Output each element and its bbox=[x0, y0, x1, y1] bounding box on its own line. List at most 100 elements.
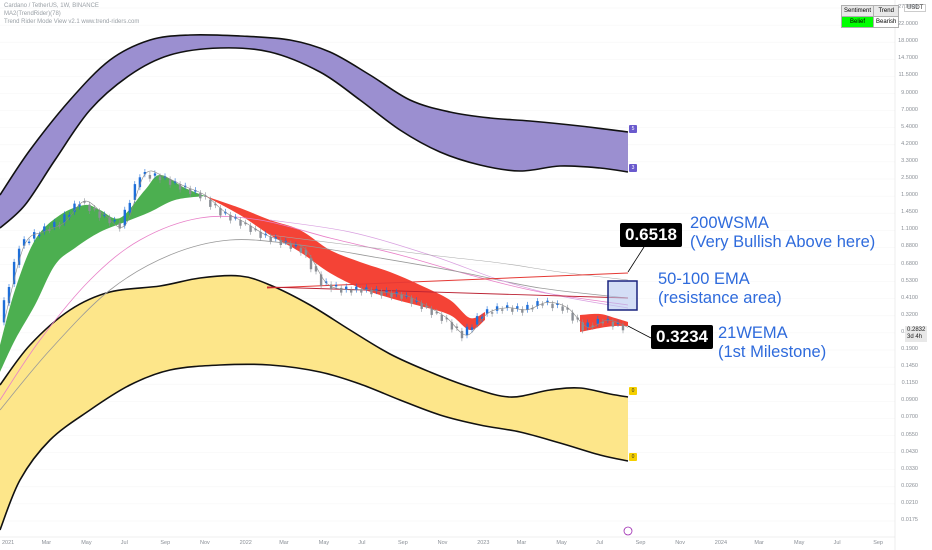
time-tick: Sep bbox=[160, 540, 171, 546]
price-tick: 0.0430 bbox=[901, 448, 918, 455]
price-tick: 0.1150 bbox=[901, 380, 918, 387]
wema21-note-sub: (1st Milestone) bbox=[718, 343, 827, 361]
time-tick: Sep bbox=[635, 540, 646, 546]
price-tick: 2.5000 bbox=[901, 175, 918, 181]
price-tick: 0.5300 bbox=[901, 277, 918, 284]
bear-cloud bbox=[205, 196, 485, 331]
lower-band-fill bbox=[0, 275, 628, 530]
time-tick: 2021 bbox=[2, 540, 15, 546]
upper-band-bottom-line bbox=[0, 47, 629, 229]
price-tick: 0.8800 bbox=[901, 243, 918, 250]
last-price-value: 0.2832 bbox=[907, 327, 926, 333]
chart-grid bbox=[0, 7, 895, 522]
price-tick: 0.4100 bbox=[901, 294, 918, 301]
header-symbol: Cardano / TetherUS, 1W, BINANCE bbox=[4, 3, 99, 9]
header-indicator-1: MA2(TrendRider)(78) bbox=[4, 11, 61, 17]
time-tick: Nov bbox=[675, 540, 685, 546]
currency-button[interactable]: USDT bbox=[904, 4, 927, 12]
price-tick: 22.0000 bbox=[898, 21, 918, 28]
time-tick: May bbox=[318, 540, 330, 546]
time-tick: 2024 bbox=[714, 540, 728, 546]
ema-note-title: 50-100 EMA bbox=[658, 270, 750, 288]
price-tick: 0.1450 bbox=[901, 363, 918, 370]
time-tick: 2022 bbox=[239, 540, 252, 546]
time-tick: Sep bbox=[398, 540, 408, 546]
ema-pink-line bbox=[0, 215, 629, 401]
trend-header: Trend bbox=[873, 5, 900, 17]
price-tick: 0.1900 bbox=[901, 346, 918, 352]
price-tick: 0.0210 bbox=[901, 499, 918, 506]
price-tick: 1.9000 bbox=[901, 192, 918, 199]
sentiment-header: Sentiment bbox=[840, 5, 875, 17]
upper-top-marker: 5 bbox=[629, 125, 637, 133]
price-tick: 0.0700 bbox=[901, 414, 918, 421]
wema21-value-badge: 0.3234 bbox=[651, 325, 713, 349]
plus-icon bbox=[623, 526, 633, 536]
price-tick: 14.7000 bbox=[898, 55, 918, 62]
wema21-note: 21WEMA (1st Milestone) bbox=[718, 324, 826, 362]
price-tick: 27.0000 bbox=[898, 4, 918, 10]
time-tick: Jul bbox=[358, 540, 366, 546]
price-tick: 7.0000 bbox=[901, 106, 918, 113]
lower-band-bottom-line bbox=[0, 363, 629, 531]
price-tick: 0.0550 bbox=[901, 431, 918, 438]
ema-grey-line-2 bbox=[269, 234, 629, 281]
price-tick: 9.0000 bbox=[901, 89, 918, 96]
time-tick: Mar bbox=[279, 540, 289, 546]
time-tick: Nov bbox=[200, 540, 210, 546]
last-price-countdown: 3d 4h bbox=[907, 334, 923, 340]
sentiment-value: Belief bbox=[840, 16, 875, 28]
time-tick: Jul bbox=[120, 540, 128, 546]
time-tick: May bbox=[794, 540, 805, 546]
price-tick: 5.4000 bbox=[901, 123, 918, 130]
price-tick: 0.3200 bbox=[901, 311, 918, 318]
price-tick: 0.0260 bbox=[901, 482, 918, 489]
lower-bottom-marker: 0 bbox=[629, 453, 637, 461]
time-tick: Nov bbox=[437, 540, 448, 546]
price-tick: 3.3000 bbox=[901, 157, 918, 164]
time-tick: Jul bbox=[833, 540, 841, 546]
price-line bbox=[3, 170, 629, 336]
price-tick: 1.1000 bbox=[901, 226, 918, 233]
connector-1 bbox=[627, 246, 645, 273]
sma200-line bbox=[266, 272, 629, 289]
bull-cloud bbox=[0, 174, 205, 372]
ema-note-sub: (resistance area) bbox=[658, 289, 782, 307]
time-tick: Jul bbox=[596, 540, 604, 546]
time-tick: Sep bbox=[873, 540, 883, 546]
sma200-note: 200WSMA (Very Bullish Above here) bbox=[690, 214, 875, 252]
lower-top-marker: 0 bbox=[629, 387, 637, 395]
last-price-label: 0.2832 3d 4h bbox=[905, 326, 928, 342]
sma200-value-badge: 0.6518 bbox=[620, 223, 682, 247]
trend-value: Bearish bbox=[873, 16, 900, 28]
sentiment-table: Sentiment Trend Belief Bearish bbox=[840, 5, 900, 28]
time-tick: 2023 bbox=[477, 540, 490, 546]
header-indicator-2: Trend Rider Mode View v2.1 www.trend-rid… bbox=[4, 19, 140, 25]
time-tick: Mar bbox=[41, 540, 52, 546]
price-candles bbox=[2, 169, 625, 342]
time-tick: Mar bbox=[516, 540, 527, 546]
wema21-note-title: 21WEMA bbox=[718, 324, 788, 342]
ema-pink-line-2 bbox=[269, 219, 629, 309]
price-tick: 0.0900 bbox=[901, 397, 918, 404]
ema-note: 50-100 EMA (resistance area) bbox=[658, 270, 782, 308]
price-tick: 0.0330 bbox=[901, 465, 918, 472]
price-tick: 18.0000 bbox=[898, 38, 918, 45]
price-tick: 1.4500 bbox=[901, 209, 918, 216]
ema-dark-red-line bbox=[266, 286, 629, 299]
sma200-note-title: 200WSMA bbox=[690, 214, 769, 232]
time-tick: May bbox=[81, 540, 92, 546]
price-tick: 11.5000 bbox=[898, 72, 918, 79]
sma200-note-sub: (Very Bullish Above here) bbox=[690, 233, 876, 251]
upper-band-top-line bbox=[0, 33, 629, 196]
price-tick: 0.6800 bbox=[901, 260, 918, 267]
price-tick: 4.2000 bbox=[901, 140, 918, 147]
connector-3 bbox=[627, 325, 652, 339]
time-tick: Mar bbox=[754, 540, 764, 546]
time-tick: May bbox=[556, 540, 567, 546]
upper-bottom-marker: 3 bbox=[629, 164, 637, 172]
resistance-box bbox=[607, 280, 638, 311]
upper-band-fill bbox=[0, 34, 628, 228]
price-tick: 0.0175 bbox=[901, 517, 918, 523]
